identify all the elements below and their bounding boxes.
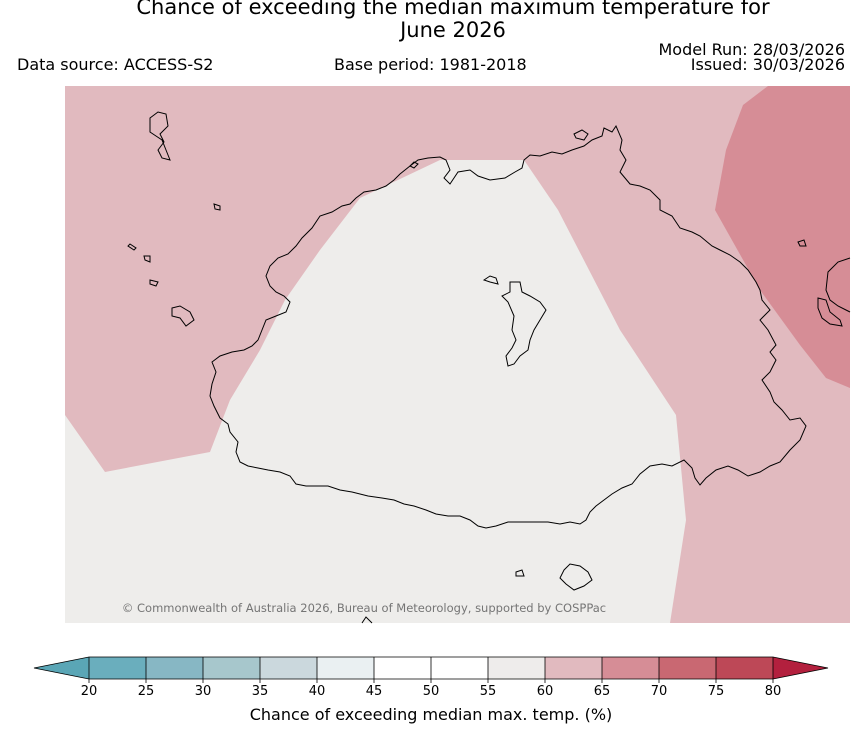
island-northwest — [149, 111, 171, 161]
colorbar-over-arrow — [773, 657, 828, 679]
islet-west-2 — [127, 243, 137, 251]
colorbar-tick-label: 45 — [366, 684, 383, 699]
interior-islet — [482, 275, 499, 285]
islet-west-1 — [213, 203, 221, 211]
colorbar-tick-label: 60 — [537, 684, 554, 699]
title-line-1: Chance of exceeding the median maximum t… — [136, 0, 770, 19]
island-far-east — [825, 257, 851, 313]
colorbar-tick-label: 35 — [252, 684, 269, 699]
colorbar-block-40-45 — [317, 657, 375, 679]
colorbar-block-70-75 — [659, 657, 717, 679]
islet-far-east — [817, 297, 843, 327]
colorbar-tick-label: 65 — [594, 684, 611, 699]
islet-west-4 — [149, 279, 159, 287]
title-line-2: June 2026 — [400, 18, 506, 42]
colorbar-tick-label: 55 — [480, 684, 497, 699]
colorbar-block-50-55 — [431, 657, 489, 679]
island-west — [171, 305, 195, 327]
colorbar-block-30-35 — [203, 657, 261, 679]
colorbar-block-65-70 — [602, 657, 660, 679]
forecast-map: © Commonwealth of Australia 2026, Bureau… — [65, 86, 851, 624]
colorbar-block-55-60 — [488, 657, 546, 679]
base-period-label: Base period: 1981-2018 — [334, 55, 527, 74]
probability-zone-65-70 — [715, 86, 850, 388]
islet-east — [797, 239, 807, 247]
islet-north — [409, 161, 419, 169]
islet-bottom-edge — [361, 616, 373, 624]
colorbar-block-20-25 — [89, 657, 147, 679]
islet-south — [515, 569, 525, 577]
interior-lake — [501, 281, 547, 367]
colorbar-tick-label: 30 — [195, 684, 212, 699]
colorbar-under-arrow — [34, 657, 89, 679]
colorbar-block-75-80 — [716, 657, 774, 679]
island-south — [559, 563, 593, 591]
issued-label: Issued: 30/03/2026 — [690, 55, 845, 74]
colorbar-tick-label: 80 — [765, 684, 782, 699]
islet-west-3 — [143, 255, 151, 263]
colorbar-ticks: 20 25 30 35 40 45 50 55 60 65 70 75 80 — [81, 657, 782, 699]
colorbar-tick-label: 70 — [651, 684, 668, 699]
copyright-notice: © Commonwealth of Australia 2026, Bureau… — [122, 601, 606, 615]
main-island-coastline — [209, 124, 807, 529]
colorbar-tick-label: 50 — [423, 684, 440, 699]
data-source-label: Data source: ACCESS-S2 — [17, 55, 214, 74]
colorbar-blocks — [89, 657, 774, 679]
colorbar-tick-label: 25 — [138, 684, 155, 699]
probability-zone-60-65 — [65, 86, 850, 623]
coastline-group — [127, 111, 851, 624]
colorbar-tick-label: 40 — [309, 684, 326, 699]
model-run-label: Model Run: 28/03/2026 — [658, 40, 846, 59]
colorbar-tick-label: 75 — [708, 684, 725, 699]
colorbar-tick-label: 20 — [81, 684, 98, 699]
colorbar-block-45-50 — [374, 657, 432, 679]
colorbar-block-25-30 — [146, 657, 204, 679]
colorbar-block-35-40 — [260, 657, 318, 679]
colorbar-block-60-65 — [545, 657, 603, 679]
islet-northeast — [573, 129, 589, 141]
colorbar-label: Chance of exceeding median max. temp. (%… — [249, 705, 613, 724]
map-title: Chance of exceeding the median maximum t… — [0, 0, 862, 42]
